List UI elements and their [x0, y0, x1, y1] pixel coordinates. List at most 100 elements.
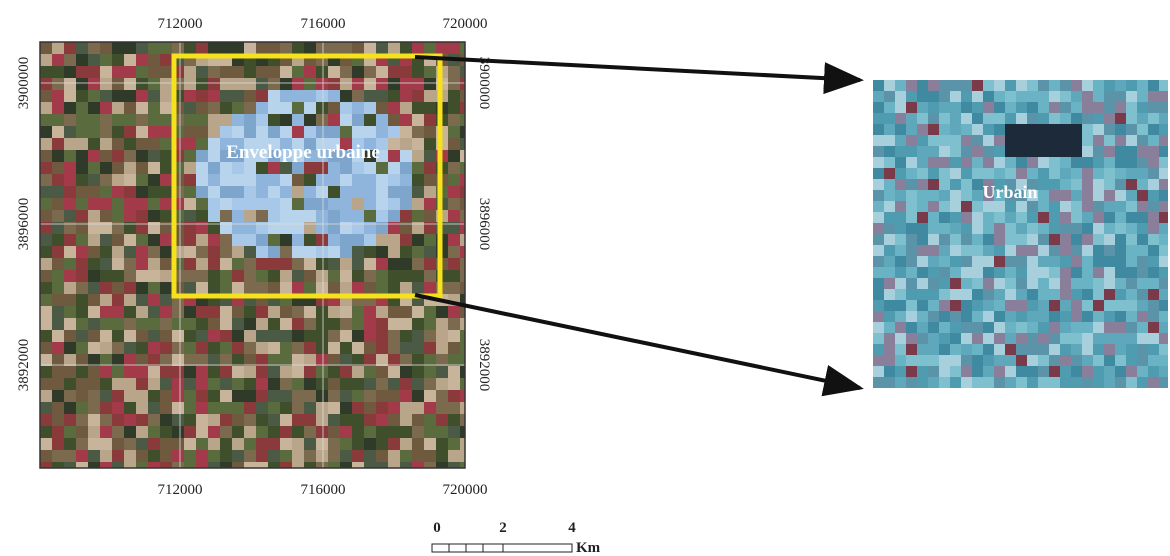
- map-pixel: [148, 258, 160, 270]
- zoom-pixel: [950, 245, 961, 256]
- map-pixel: [352, 174, 364, 186]
- map-pixel: [40, 366, 52, 378]
- map-pixel: [40, 258, 52, 270]
- map-pixel: [232, 78, 244, 90]
- map-pixel: [268, 162, 280, 174]
- map-pixel: [148, 246, 160, 258]
- zoom-pixel: [1071, 113, 1082, 124]
- map-pixel: [232, 378, 244, 390]
- map-pixel: [208, 186, 220, 198]
- map-pixel: [388, 414, 400, 426]
- map-pixel: [376, 102, 388, 114]
- map-pixel: [88, 66, 100, 78]
- map-pixel: [292, 366, 304, 378]
- map-pixel: [460, 138, 472, 150]
- map-pixel: [256, 210, 268, 222]
- zoom-pixel: [939, 190, 950, 201]
- map-pixel: [292, 402, 304, 414]
- zoom-pixel: [895, 157, 906, 168]
- zoom-pixel: [983, 201, 994, 212]
- map-pixel: [412, 162, 424, 174]
- map-pixel: [268, 390, 280, 402]
- map-pixel: [376, 186, 388, 198]
- map-pixel: [436, 426, 448, 438]
- zoom-pixel: [961, 311, 972, 322]
- map-pixel: [268, 438, 280, 450]
- zoom-pixel: [983, 256, 994, 267]
- zoom-pixel: [1159, 124, 1170, 135]
- zoom-pixel: [1027, 113, 1038, 124]
- top-coordinate: 712000: [158, 16, 203, 32]
- zoom-pixel: [1104, 212, 1115, 223]
- map-pixel: [196, 126, 208, 138]
- map-pixel: [364, 270, 376, 282]
- left-coordinate: 3892000: [16, 339, 32, 392]
- map-pixel: [88, 282, 100, 294]
- map-pixel: [112, 294, 124, 306]
- map-pixel: [448, 306, 460, 318]
- map-pixel: [352, 78, 364, 90]
- map-pixel: [208, 198, 220, 210]
- map-pixel: [196, 186, 208, 198]
- zoom-pixel: [906, 124, 917, 135]
- zoom-pixel: [1038, 80, 1049, 91]
- zoom-pixel: [1093, 223, 1104, 234]
- zoom-pixel: [917, 168, 928, 179]
- map-pixel: [280, 402, 292, 414]
- map-pixel: [88, 414, 100, 426]
- map-pixel: [148, 282, 160, 294]
- map-pixel: [208, 90, 220, 102]
- map-pixel: [76, 210, 88, 222]
- map-pixel: [364, 234, 376, 246]
- map-pixel: [256, 198, 268, 210]
- map-pixel: [280, 198, 292, 210]
- map-pixel: [52, 402, 64, 414]
- map-pixel: [376, 390, 388, 402]
- zoom-pixel: [1038, 256, 1049, 267]
- zoom-pixel: [1148, 377, 1159, 388]
- zoom-pixel: [1005, 201, 1016, 212]
- zoom-pixel: [1038, 344, 1049, 355]
- zoom-pixel: [994, 278, 1005, 289]
- zoom-pixel: [972, 256, 983, 267]
- zoom-pixel: [1049, 344, 1060, 355]
- map-pixel: [448, 126, 460, 138]
- map-pixel: [316, 66, 328, 78]
- zoom-pixel: [884, 245, 895, 256]
- map-pixel: [208, 210, 220, 222]
- map-pixel: [76, 318, 88, 330]
- map-pixel: [160, 414, 172, 426]
- map-pixel: [292, 258, 304, 270]
- map-pixel: [136, 138, 148, 150]
- map-pixel: [208, 138, 220, 150]
- map-pixel: [316, 42, 328, 54]
- zoom-pixel: [1060, 344, 1071, 355]
- map-pixel: [64, 366, 76, 378]
- zoom-pixel: [1082, 179, 1093, 190]
- map-pixel: [160, 390, 172, 402]
- map-pixel: [244, 114, 256, 126]
- map-pixel: [136, 438, 148, 450]
- zoom-pixel: [972, 300, 983, 311]
- map-pixel: [148, 234, 160, 246]
- map-pixel: [40, 174, 52, 186]
- zoom-pixel: [906, 190, 917, 201]
- map-pixel: [100, 258, 112, 270]
- map-pixel: [100, 366, 112, 378]
- zoom-pixel: [1016, 113, 1027, 124]
- zoom-pixel: [939, 223, 950, 234]
- map-pixel: [460, 234, 472, 246]
- map-pixel: [184, 234, 196, 246]
- zoom-pixel: [961, 102, 972, 113]
- map-pixel: [124, 42, 136, 54]
- map-pixel: [160, 258, 172, 270]
- map-pixel: [400, 414, 412, 426]
- map-pixel: [148, 378, 160, 390]
- zoom-pixel: [1115, 333, 1126, 344]
- map-pixel: [124, 150, 136, 162]
- map-pixel: [160, 210, 172, 222]
- map-pixel: [280, 366, 292, 378]
- top-coordinate: 720000: [443, 16, 488, 32]
- map-pixel: [136, 198, 148, 210]
- map-pixel: [208, 378, 220, 390]
